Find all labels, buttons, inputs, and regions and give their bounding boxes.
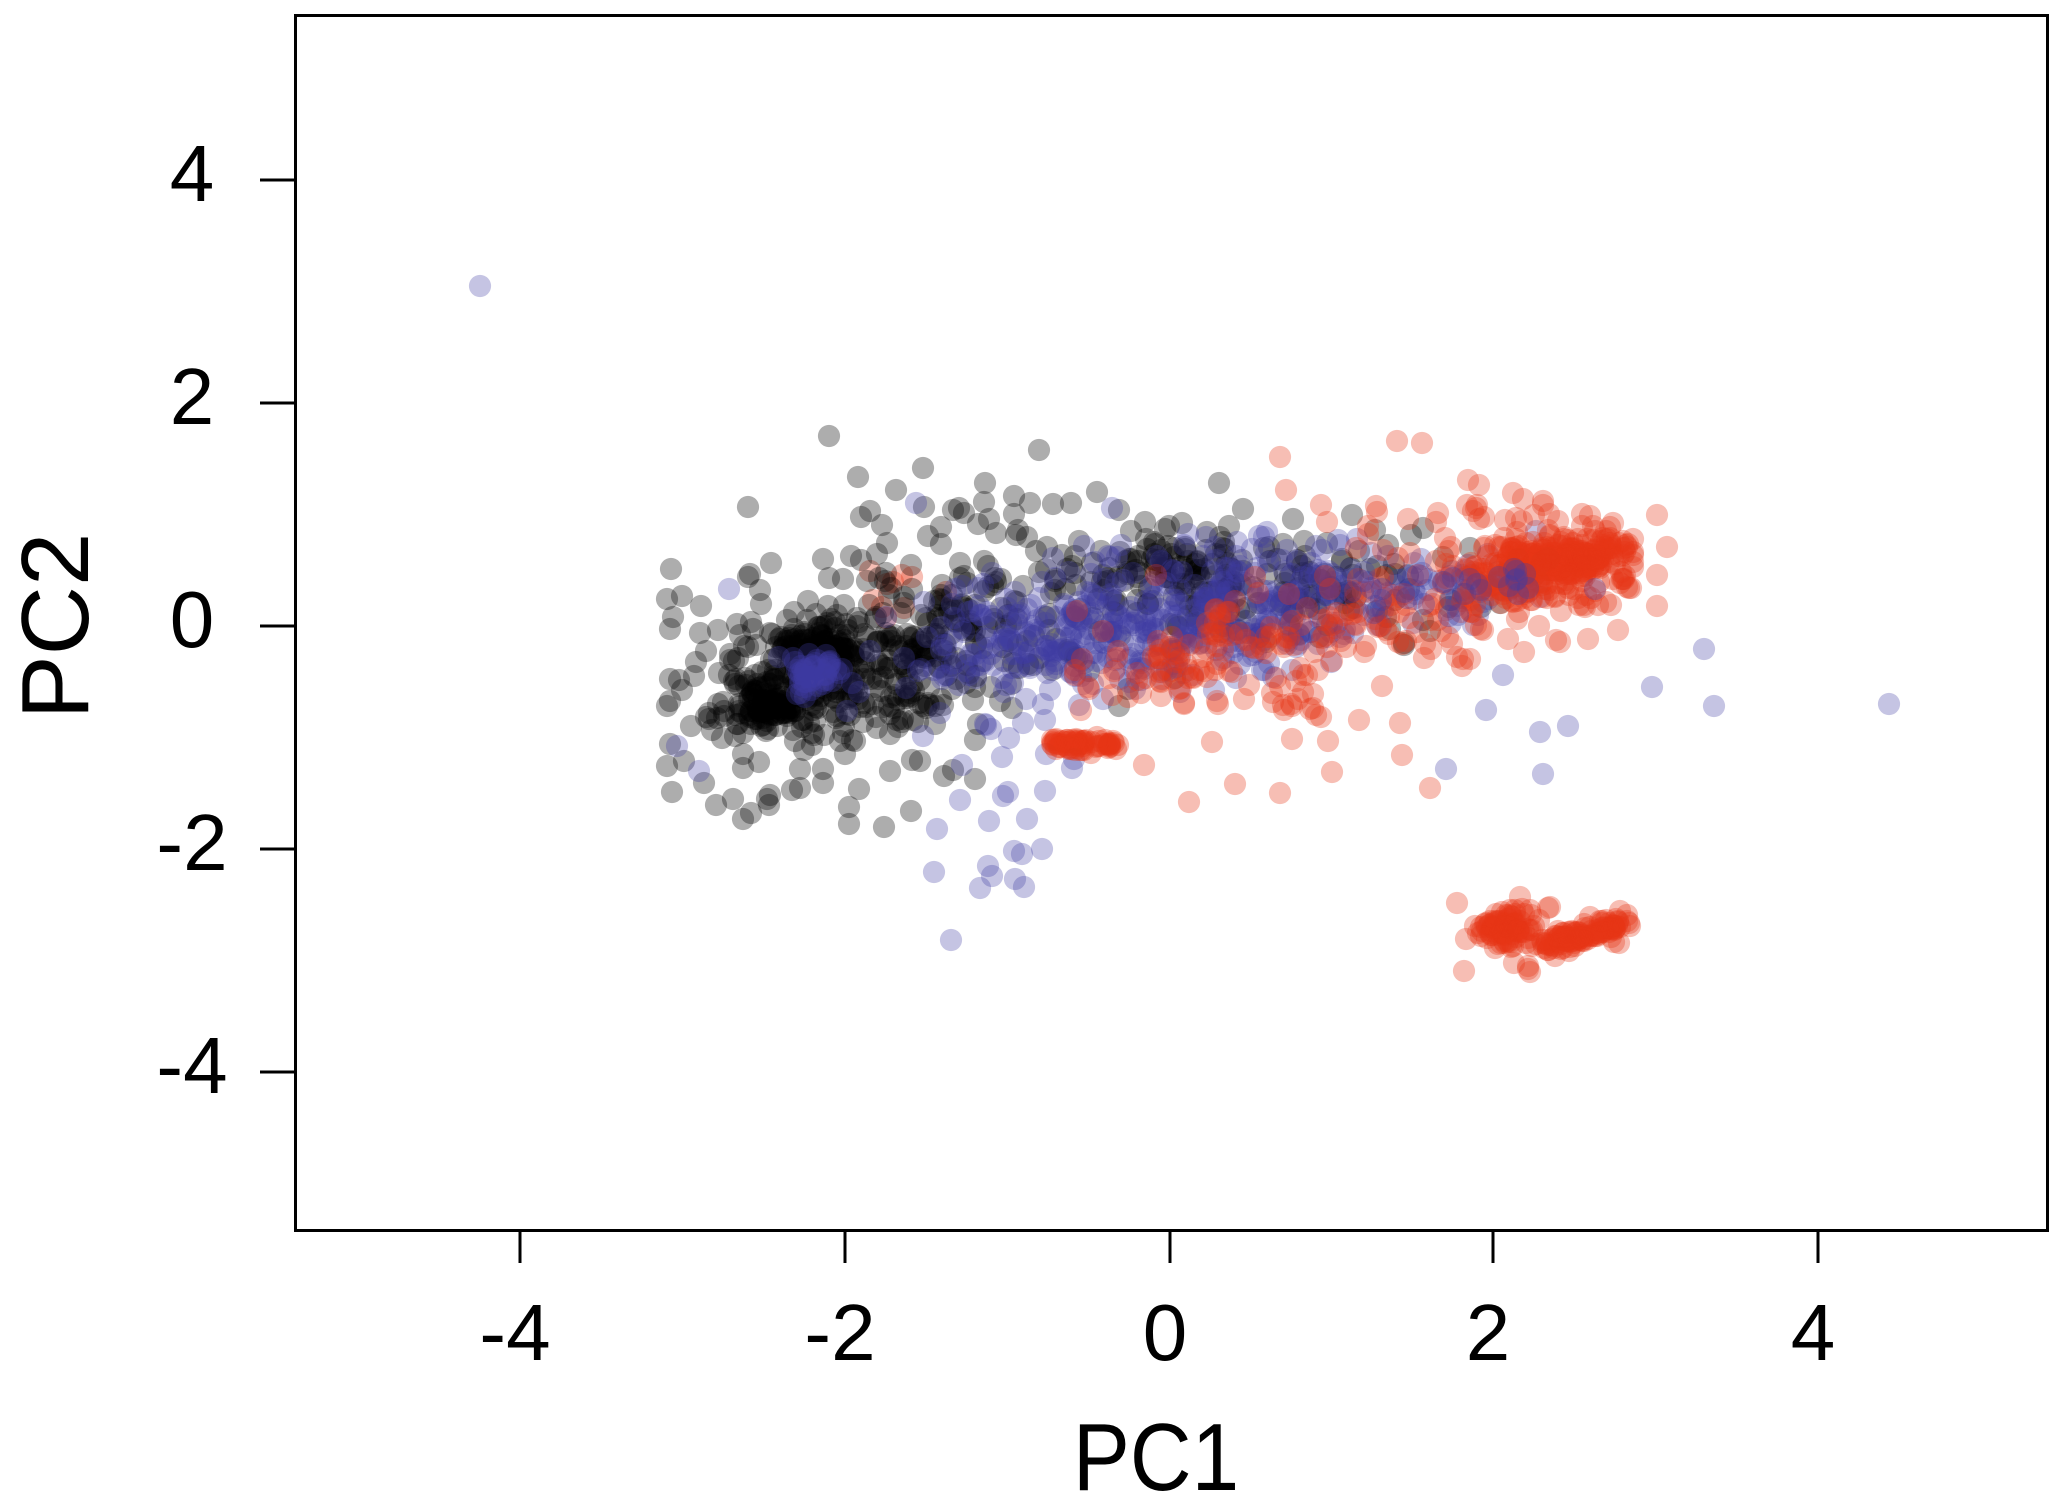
svg-text:4: 4: [170, 129, 215, 218]
svg-text:0: 0: [1143, 1288, 1188, 1377]
svg-text:-4: -4: [479, 1288, 550, 1377]
svg-text:2: 2: [1466, 1288, 1511, 1377]
svg-text:4: 4: [1791, 1288, 1836, 1377]
svg-text:2: 2: [170, 352, 215, 441]
svg-text:PC2: PC2: [2, 533, 109, 720]
svg-text:PC1: PC1: [1073, 1404, 1239, 1506]
svg-text:-2: -2: [156, 798, 227, 887]
svg-text:0: 0: [170, 575, 215, 664]
svg-text:-2: -2: [804, 1288, 875, 1377]
svg-text:-4: -4: [156, 1021, 227, 1110]
